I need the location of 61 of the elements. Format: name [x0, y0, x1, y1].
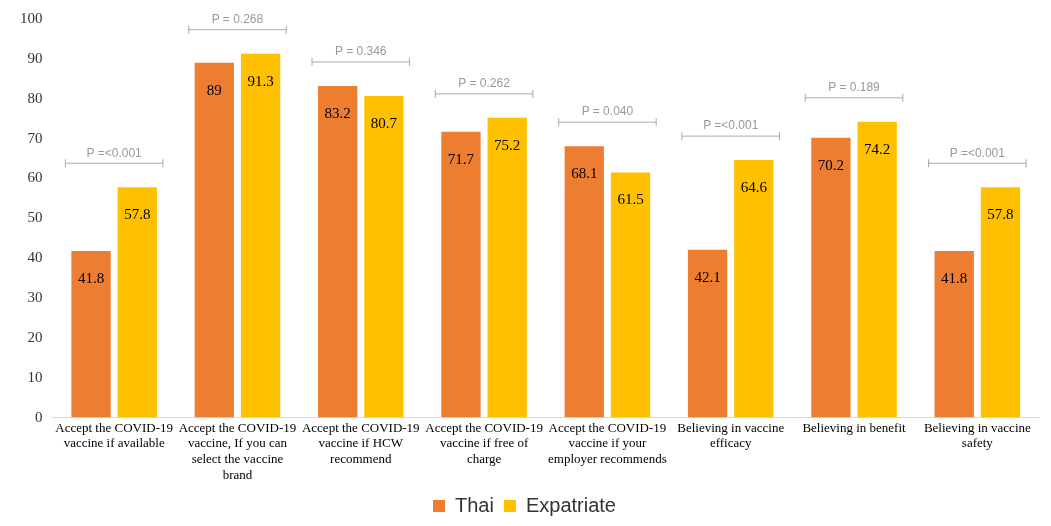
y-tick-label: 90 — [27, 49, 43, 66]
data-label: 83.2 — [324, 104, 351, 121]
data-label: 61.5 — [617, 191, 644, 208]
annotation: P = 0.262 — [458, 76, 511, 91]
y-tick-label: 20 — [27, 328, 43, 345]
bar — [364, 95, 404, 418]
y-tick-label: 70 — [27, 129, 43, 146]
data-label: 41.8 — [77, 269, 105, 286]
bar — [71, 250, 111, 418]
data-label: 70.2 — [817, 156, 845, 173]
x-tick-label: Believing in vaccine efficacy — [677, 419, 785, 451]
y-tick-label: 10 — [27, 368, 43, 385]
annotation: P =<0.001 — [86, 145, 143, 160]
data-label: 64.6 — [740, 179, 768, 196]
legend-label: Thai — [455, 493, 494, 516]
bar — [610, 172, 651, 418]
x-tick-label: Believing in vaccine safety — [923, 419, 1031, 451]
bar — [564, 146, 604, 418]
data-label: 71.7 — [447, 150, 475, 167]
data-label: 89 — [206, 81, 222, 98]
bar — [487, 117, 527, 418]
annotation: P = 0.268 — [211, 11, 264, 26]
annotation: P =<0.001 — [703, 118, 759, 133]
data-label: 68.1 — [571, 165, 598, 182]
bar — [240, 53, 281, 418]
bar — [441, 131, 481, 418]
bar — [117, 187, 157, 418]
data-label: 75.2 — [494, 136, 521, 153]
bar — [734, 160, 774, 418]
y-tick-label: 40 — [27, 249, 43, 266]
bar — [980, 187, 1021, 418]
y-tick-label: 0 — [35, 408, 43, 425]
data-label: 74.2 — [864, 140, 891, 157]
data-label: 41.8 — [941, 269, 968, 286]
annotation: P = 0.346 — [335, 44, 387, 59]
data-label: 57.8 — [124, 206, 151, 223]
y-tick-label: 80 — [27, 89, 43, 106]
bar — [194, 62, 234, 418]
annotation: P = 0.040 — [581, 104, 634, 119]
bar — [857, 121, 897, 418]
bar — [934, 250, 974, 418]
data-label: 80.7 — [370, 114, 398, 131]
y-tick-label: 30 — [27, 288, 43, 305]
y-tick-label: 50 — [27, 209, 43, 226]
legend-label: Expatriate — [525, 493, 616, 516]
x-tick-label: Believing in benefit — [802, 419, 907, 435]
bar — [811, 137, 851, 418]
annotation: P =<0.001 — [949, 145, 1006, 160]
y-tick-label: 100 — [20, 9, 43, 26]
annotation: P = 0.189 — [828, 80, 881, 95]
y-tick-label: 60 — [27, 169, 43, 186]
x-tick-label: Accept the COVID-19 vaccine, If you can select the vaccine brand — [178, 419, 297, 482]
data-label: 42.1 — [694, 268, 721, 285]
bar — [687, 249, 728, 418]
data-label: 91.3 — [247, 72, 274, 89]
x-tick-label: Accept the COVID-19 vaccine if HCW recommend — [301, 419, 420, 467]
x-tick-label: Accept the COVID-19 vaccine if available — [55, 419, 173, 451]
x-tick-label: Accept the COVID-19 vaccine if your employer recommends — [548, 419, 667, 467]
x-tick-label: Accept the COVID-19 vaccine if free of charge — [425, 419, 543, 467]
bar — [318, 85, 358, 418]
data-label: 57.8 — [987, 206, 1014, 223]
